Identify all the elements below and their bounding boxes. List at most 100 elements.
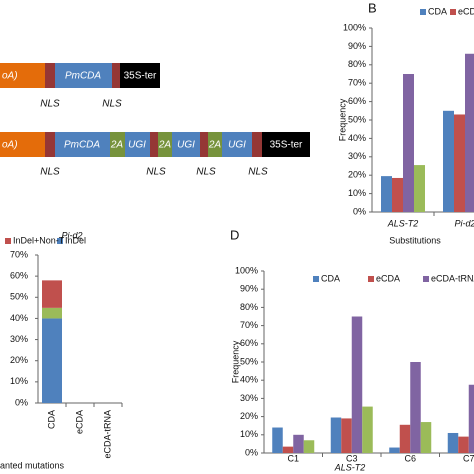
promoter-label: oA) bbox=[2, 140, 18, 151]
bar bbox=[381, 176, 392, 212]
legend-label: eCDA-tRNA bbox=[431, 273, 474, 283]
nls-label: NLS bbox=[40, 99, 60, 110]
cds-label: PmCDA bbox=[64, 140, 100, 151]
y-tick-label: 70% bbox=[10, 249, 28, 259]
cds-box bbox=[55, 63, 112, 88]
nls-box bbox=[200, 132, 208, 157]
construct-1: oA) PmCDA 35S-ter NLS NLS bbox=[0, 63, 160, 110]
bar bbox=[272, 427, 283, 453]
nls-label: NLS bbox=[146, 167, 166, 178]
bar-segment bbox=[42, 318, 62, 403]
bar bbox=[362, 406, 373, 453]
bar bbox=[389, 447, 400, 453]
bar bbox=[454, 114, 465, 212]
legend-swatch bbox=[313, 276, 319, 282]
y-tick-label: 100% bbox=[343, 22, 366, 32]
panel-label: D bbox=[230, 227, 239, 242]
nls-box bbox=[45, 63, 55, 88]
legend-label: eCDA bbox=[376, 273, 400, 283]
linker-box bbox=[208, 132, 222, 157]
legend-label: InDel bbox=[65, 235, 86, 245]
y-tick-label: 10% bbox=[348, 188, 366, 198]
y-tick-label: 30% bbox=[240, 393, 258, 403]
construct-2: oA) PmCDA 2A UGI 2A UGI 2A UGI 35S-ter N… bbox=[0, 132, 310, 178]
cds-label: PmCDA bbox=[65, 71, 101, 82]
x-axis-label: Substitutions bbox=[389, 235, 441, 245]
legend-swatch bbox=[368, 276, 374, 282]
linker-label: 2A bbox=[110, 140, 124, 151]
x-tick-label: C3 bbox=[346, 453, 358, 463]
nls-label: NLS bbox=[40, 167, 60, 178]
promoter-label: oA) bbox=[2, 71, 18, 82]
x-tick-label: eCDA bbox=[74, 410, 84, 434]
ugi-label: UGI bbox=[128, 140, 146, 151]
legend-label: eCDA bbox=[458, 6, 474, 16]
y-tick-label: 30% bbox=[348, 151, 366, 161]
y-tick-label: 60% bbox=[348, 96, 366, 106]
bar bbox=[447, 432, 459, 453]
bar bbox=[351, 316, 363, 453]
y-tick-label: 80% bbox=[240, 302, 258, 312]
y-tick-label: 50% bbox=[10, 292, 28, 302]
nls-box bbox=[150, 132, 158, 157]
linker-label: 2A bbox=[208, 140, 222, 151]
promoter-box bbox=[0, 63, 45, 88]
x-tick-label: eCDA-tRNA bbox=[102, 410, 112, 459]
ugi-box bbox=[222, 132, 252, 157]
y-tick-label: 40% bbox=[348, 133, 366, 143]
y-tick-label: 60% bbox=[10, 271, 28, 281]
bar bbox=[399, 424, 411, 453]
bar bbox=[330, 417, 342, 453]
x-tick-label: CDA bbox=[46, 410, 56, 429]
legend-swatch bbox=[57, 238, 63, 244]
y-tick-label: 40% bbox=[240, 375, 258, 385]
terminator-box bbox=[120, 63, 160, 88]
nls-label: NLS bbox=[102, 99, 122, 110]
bar-segment bbox=[42, 307, 62, 319]
legend-swatch bbox=[5, 238, 11, 244]
bar bbox=[293, 434, 304, 453]
y-tick-label: 0% bbox=[15, 397, 28, 407]
y-tick-label: 70% bbox=[348, 78, 366, 88]
y-tick-label: 10% bbox=[10, 376, 28, 386]
bar bbox=[410, 362, 421, 453]
y-axis-label: Frequency bbox=[230, 340, 240, 383]
y-tick-label: 50% bbox=[348, 114, 366, 124]
bar bbox=[443, 110, 454, 212]
y-tick-label: 20% bbox=[10, 355, 28, 365]
x-tick-label: ALS-T2 bbox=[387, 218, 419, 228]
legend-label: CDA bbox=[428, 6, 447, 16]
cds-box bbox=[55, 132, 110, 157]
x-tick-label: C1 bbox=[287, 453, 299, 463]
x-axis-label: ALS-T2 bbox=[334, 462, 366, 472]
y-tick-label: 10% bbox=[240, 429, 258, 439]
legend-label: CDA bbox=[321, 273, 340, 283]
x-tick-label: C7 bbox=[463, 453, 474, 463]
y-tick-label: 90% bbox=[240, 284, 258, 294]
y-tick-label: 0% bbox=[245, 447, 258, 457]
y-tick-label: 20% bbox=[240, 411, 258, 421]
bar bbox=[282, 446, 294, 453]
x-tick-label: Pi-d2 bbox=[454, 218, 474, 228]
nls-box bbox=[252, 132, 262, 157]
promoter-box bbox=[0, 132, 45, 157]
y-tick-label: 40% bbox=[10, 313, 28, 323]
legend-label: InDel+Non-T bbox=[13, 235, 65, 245]
bar bbox=[341, 418, 352, 453]
bar bbox=[414, 165, 425, 212]
bar bbox=[403, 74, 414, 212]
legend-swatch bbox=[423, 276, 429, 282]
y-tick-label: 50% bbox=[240, 356, 258, 366]
x-tick-label: C6 bbox=[404, 453, 416, 463]
y-tick-label: 20% bbox=[348, 170, 366, 180]
terminator-box bbox=[262, 132, 310, 157]
nls-box bbox=[45, 132, 55, 157]
linker-box bbox=[110, 132, 125, 157]
bar bbox=[420, 422, 432, 453]
linker-box bbox=[158, 132, 172, 157]
legend-swatch bbox=[450, 9, 456, 15]
bar bbox=[468, 384, 474, 453]
y-tick-label: 100% bbox=[235, 265, 258, 275]
bar bbox=[465, 53, 474, 213]
